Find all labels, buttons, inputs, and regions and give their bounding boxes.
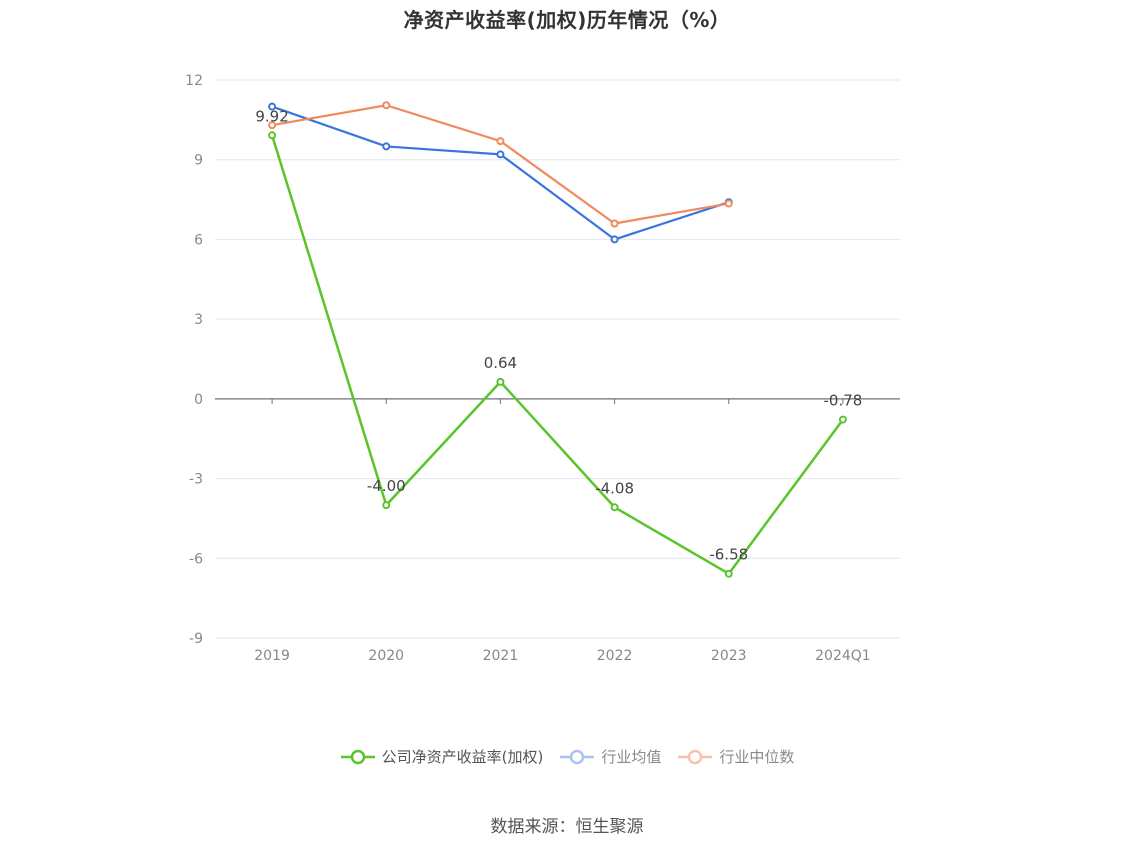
data-point[interactable] bbox=[838, 415, 847, 424]
series-line-0 bbox=[270, 134, 844, 575]
legend-swatch-icon bbox=[560, 749, 595, 764]
data-point[interactable] bbox=[268, 131, 277, 140]
y-tick-label: 0 bbox=[194, 392, 203, 408]
data-point[interactable] bbox=[724, 199, 733, 208]
data-label: -0.78 bbox=[824, 392, 863, 410]
y-tick-label: 6 bbox=[194, 232, 203, 248]
data-point[interactable] bbox=[382, 142, 391, 151]
legend-swatch-icon bbox=[340, 749, 375, 764]
legend-label: 行业中位数 bbox=[719, 748, 795, 766]
chart-title: 净资产收益率(加权)历年情况（%） bbox=[403, 8, 731, 32]
data-label: 9.92 bbox=[255, 107, 288, 125]
data-point[interactable] bbox=[610, 219, 619, 228]
series-layer bbox=[268, 101, 847, 578]
data-point[interactable] bbox=[496, 150, 505, 159]
legend-label: 行业均值 bbox=[601, 748, 662, 766]
legend-label: 公司净资产收益率(加权) bbox=[381, 748, 544, 766]
x-tick-label: 2020 bbox=[368, 648, 404, 664]
legend: 公司净资产收益率(加权) 行业均值 行业中位数 bbox=[0, 746, 1134, 767]
data-point[interactable] bbox=[382, 501, 391, 510]
legend-item-1[interactable]: 行业均值 bbox=[559, 746, 661, 767]
series-line-1 bbox=[271, 105, 730, 241]
legend-item-0[interactable]: 公司净资产收益率(加权) bbox=[340, 746, 544, 767]
data-label: 0.64 bbox=[484, 354, 517, 372]
data-label: -6.58 bbox=[709, 546, 748, 564]
data-label-layer: 9.92 -4.00 0.64 -4.08 -6.58 -0.78 bbox=[255, 107, 862, 563]
y-tick-label: -6 bbox=[189, 551, 203, 567]
series-line-2 bbox=[271, 104, 729, 225]
data-point[interactable] bbox=[268, 102, 277, 111]
data-point[interactable] bbox=[610, 235, 619, 244]
data-label: -4.00 bbox=[367, 477, 406, 495]
grid-layer bbox=[215, 79, 900, 639]
data-label: -4.08 bbox=[595, 479, 634, 497]
y-tick-label: 12 bbox=[185, 73, 203, 89]
x-tick-label: 2021 bbox=[483, 648, 519, 664]
data-point[interactable] bbox=[496, 377, 505, 386]
data-point[interactable] bbox=[268, 121, 277, 130]
line-chart: 12 9 6 3 0 -3 -6 -9 2019 2020 2021 2022 2023 2024Q1 9… bbox=[185, 73, 900, 664]
legend-item-2[interactable]: 行业中位数 bbox=[677, 746, 794, 767]
legend-swatch-icon bbox=[678, 749, 713, 764]
source-note: 数据来源：恒生聚源 bbox=[490, 817, 644, 837]
y-tick-label: -3 bbox=[189, 472, 203, 488]
y-tick-label: 9 bbox=[194, 153, 203, 169]
data-point[interactable] bbox=[496, 137, 505, 146]
x-tick-label: 2024Q1 bbox=[815, 648, 871, 664]
x-tick-label: 2022 bbox=[597, 648, 633, 664]
data-point[interactable] bbox=[382, 101, 391, 110]
x-tick-label: 2019 bbox=[254, 648, 290, 664]
data-point[interactable] bbox=[724, 569, 733, 578]
x-tick-label: 2023 bbox=[711, 648, 747, 664]
y-tick-label: 3 bbox=[194, 312, 203, 328]
y-tick-label: -9 bbox=[189, 631, 203, 647]
axis-layer: 12 9 6 3 0 -3 -6 -9 2019 2020 2021 2022 2023 2024Q1 bbox=[185, 73, 871, 664]
data-point[interactable] bbox=[610, 503, 619, 512]
